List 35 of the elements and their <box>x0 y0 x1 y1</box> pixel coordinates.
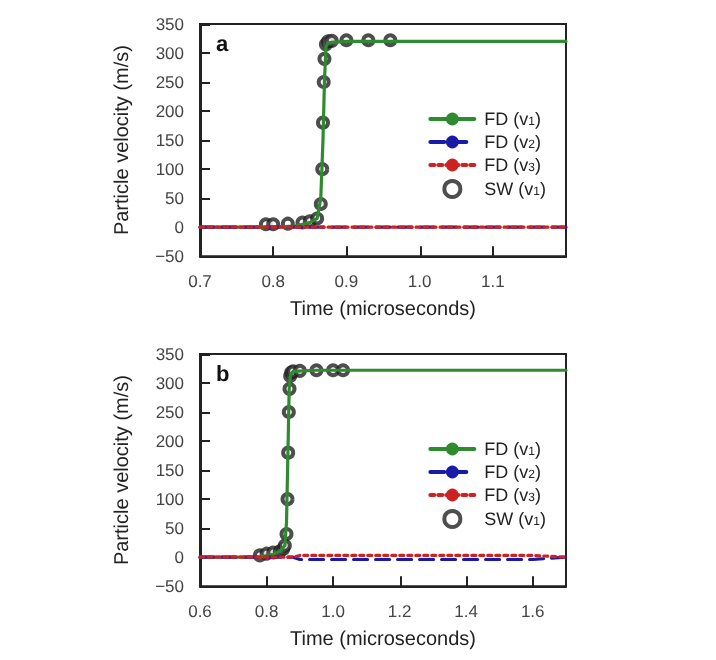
y-tick-label: 50 <box>165 188 185 209</box>
y-tick-label: 350 <box>155 344 185 364</box>
x-tick-label: 0.8 <box>254 601 279 622</box>
x-tick-label: 0.6 <box>188 601 213 622</box>
y-tick-label: 300 <box>155 373 185 394</box>
y-tick-label: 100 <box>155 159 185 180</box>
x-tick-label: 1.0 <box>321 601 346 622</box>
x-axis-title: Time (microseconds) <box>290 299 476 321</box>
y-tick-label: 0 <box>174 217 185 238</box>
y-tick-label: 350 <box>155 14 185 34</box>
x-tick-label: 0.7 <box>188 271 213 292</box>
x-tick-label: 1.1 <box>480 271 506 292</box>
x-tick-label: 0.9 <box>334 271 359 292</box>
y-tick-label: 300 <box>155 43 185 64</box>
y-tick-label: 150 <box>155 130 185 151</box>
y-axis-title: Particle velocity (m/s) <box>112 45 135 236</box>
y-tick-label: −50 <box>155 246 185 267</box>
y-tick-label: 50 <box>165 518 185 539</box>
y-tick-label: 250 <box>155 402 185 423</box>
x-tick-label: 0.8 <box>261 271 286 292</box>
y-tick-label: −50 <box>155 576 185 597</box>
y-tick-label: 200 <box>155 431 185 452</box>
x-tick-label: 1.6 <box>520 601 546 622</box>
y-tick-label: 200 <box>155 101 185 122</box>
y-tick-label: 150 <box>155 460 185 481</box>
x-tick-label: 1.2 <box>387 601 412 622</box>
y-tick-label: 0 <box>174 547 185 568</box>
y-tick-label: 250 <box>155 72 185 93</box>
x-tick-label: 1.0 <box>407 271 432 292</box>
chart-title: a <box>216 33 230 57</box>
x-axis-title: Time (microseconds) <box>290 629 476 651</box>
chart-title: b <box>216 363 230 387</box>
x-tick-label: 1.4 <box>454 601 479 622</box>
y-tick-label: 100 <box>155 489 185 510</box>
y-axis-title: Particle velocity (m/s) <box>112 375 135 566</box>
